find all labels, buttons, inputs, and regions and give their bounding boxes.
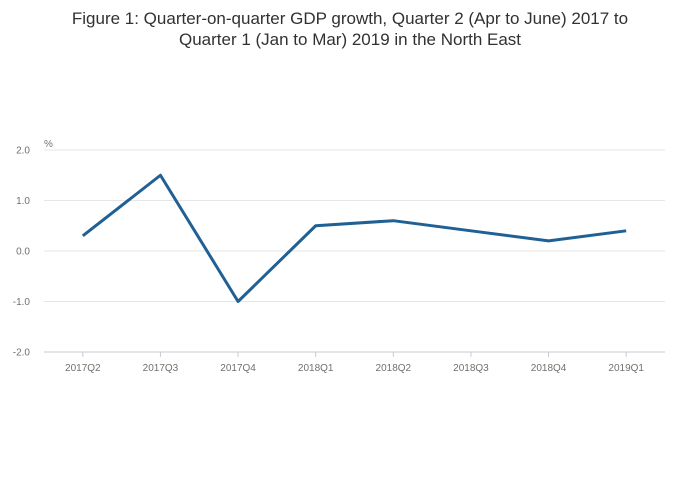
x-axis-tick-labels: 2017Q2 2017Q3 2017Q4 2018Q1 2018Q2 2018Q3 2018… bbox=[65, 363, 644, 374]
x-tick-label: 2019Q1 bbox=[608, 363, 644, 374]
series-layer bbox=[81, 173, 627, 303]
chart-title-line-1: Figure 1: Quarter-on-quarter GDP growth,… bbox=[71, 9, 629, 28]
x-axis bbox=[44, 351, 665, 357]
x-tick-label: 2017Q4 bbox=[220, 363, 256, 374]
y-tick-label: 0.0 bbox=[16, 247, 30, 258]
x-tick-label: 2017Q3 bbox=[143, 363, 179, 374]
x-tick-label: 2018Q1 bbox=[298, 363, 334, 374]
x-tick-label: 2018Q2 bbox=[376, 363, 412, 374]
chart-title: Figure 1: Quarter-on-quarter GDP growth,… bbox=[0, 8, 700, 50]
gridlines bbox=[44, 149, 665, 302]
chart-title-line-2: Quarter 1 (Jan to Mar) 2019 in the North… bbox=[178, 30, 522, 49]
y-axis-tick-labels: -2.0 -1.0 0.0 1.0 2.0 bbox=[13, 146, 31, 359]
y-tick-label: 2.0 bbox=[16, 146, 30, 157]
x-tick-label: 2018Q4 bbox=[531, 363, 567, 374]
y-tick-label: -1.0 bbox=[13, 297, 31, 308]
y-tick-label: -2.0 bbox=[13, 348, 31, 359]
series-line[interactable] bbox=[81, 173, 627, 303]
x-tick-label: 2017Q2 bbox=[65, 363, 101, 374]
y-tick-label: 1.0 bbox=[16, 196, 30, 207]
x-tick-label: 2018Q3 bbox=[453, 363, 489, 374]
y-axis-label: % bbox=[44, 139, 53, 150]
